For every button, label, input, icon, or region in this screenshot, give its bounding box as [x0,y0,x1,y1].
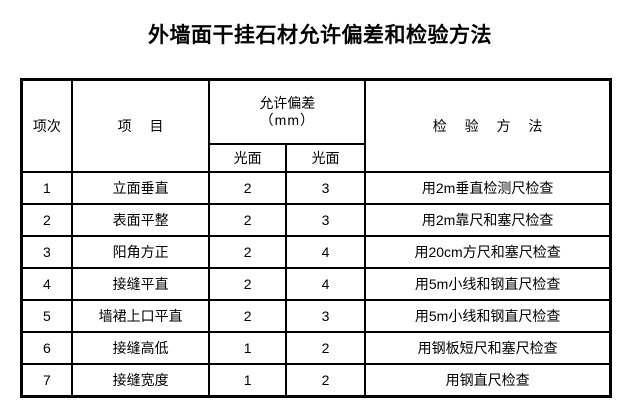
row-deviation-b: 3 [284,171,367,205]
deviation-group-label: 允许偏差 [259,95,316,111]
table-row: 5 墙裙上口平直 2 3 用5m小线和钢直尺检查 [20,299,612,333]
table-row: 1 立面垂直 2 3 用2m垂直检测尺检查 [20,171,612,205]
row-deviation-b: 3 [284,203,367,237]
table-row: 6 接缝高低 1 2 用钢板短尺和塞尺检查 [20,331,612,365]
column-header-deviation-sub-2: 光面 [284,143,367,173]
table-row: 7 接缝宽度 1 2 用钢直尺检查 [20,363,612,398]
row-deviation-b: 2 [284,331,367,365]
row-no: 5 [20,299,73,333]
row-item-name: 立面垂直 [70,171,211,205]
table-row: 2 表面平整 2 3 用2m靠尺和塞尺检查 [20,203,612,237]
table-header: 项次 项 目 允许偏差 （mm） 检 验 方 法 光面 光面 [20,78,612,173]
row-no: 1 [20,171,73,205]
column-header-item: 项 目 [70,78,211,173]
row-deviation-b: 3 [284,299,367,333]
row-inspection-method: 用2m垂直检测尺检查 [364,171,612,205]
row-no: 4 [20,267,73,301]
row-no: 6 [20,331,73,365]
row-inspection-method: 用钢直尺检查 [364,363,612,398]
column-header-method: 检 验 方 法 [364,78,612,173]
row-inspection-method: 用5m小线和钢直尺检查 [364,299,612,333]
row-item-name: 接缝平直 [70,267,211,301]
column-header-no: 项次 [20,78,73,173]
row-deviation-a: 2 [208,267,287,301]
row-deviation-b: 2 [284,363,367,398]
row-deviation-a: 2 [208,299,287,333]
row-inspection-method: 用2m靠尺和塞尺检查 [364,203,612,237]
table-body: 1 立面垂直 2 3 用2m垂直检测尺检查 2 表面平整 2 3 用2m靠尺和塞尺检查 3 阳角方正 2… [20,171,612,398]
table-row: 3 阳角方正 2 4 用20cm方尺和塞尺检查 [20,235,612,269]
row-no: 7 [20,363,73,398]
row-deviation-b: 4 [284,267,367,301]
row-item-name: 接缝宽度 [70,363,211,398]
row-item-name: 墙裙上口平直 [70,299,211,333]
row-item-name: 接缝高低 [70,331,211,365]
column-header-deviation-sub-1: 光面 [208,143,287,173]
row-item-name: 表面平整 [70,203,211,237]
row-deviation-a: 1 [208,363,287,398]
row-item-name: 阳角方正 [70,235,211,269]
row-deviation-a: 2 [208,203,287,237]
row-deviation-a: 2 [208,171,287,205]
row-deviation-a: 2 [208,235,287,269]
column-header-deviation-group: 允许偏差 （mm） [208,78,367,145]
tolerance-inspection-table: 项次 项 目 允许偏差 （mm） 检 验 方 法 光面 光面 1 立面垂直 2 3 用2… [20,78,612,398]
row-no: 2 [20,203,73,237]
row-deviation-a: 1 [208,331,287,365]
header-row-main: 项次 项 目 允许偏差 （mm） 检 验 方 法 [20,78,612,173]
row-no: 3 [20,235,73,269]
header-row-sub: 光面 光面 [22,143,611,173]
page-title: 外墙面干挂石材允许偏差和检验方法 [148,24,492,47]
row-inspection-method: 用钢板短尺和塞尺检查 [364,331,612,365]
row-inspection-method: 用20cm方尺和塞尺检查 [364,235,612,269]
row-inspection-method: 用5m小线和钢直尺检查 [364,267,612,301]
table-row: 4 接缝平直 2 4 用5m小线和钢直尺检查 [20,267,612,301]
deviation-unit-label: （mm） [259,112,315,128]
row-deviation-b: 4 [284,235,367,269]
